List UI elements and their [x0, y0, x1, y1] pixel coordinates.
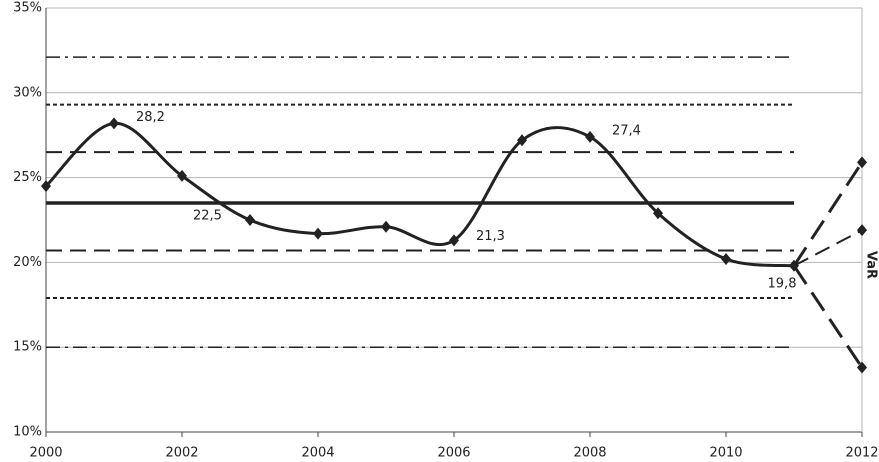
point-marker [653, 207, 663, 220]
x-tick-label: 2000 [29, 446, 62, 461]
projection-line [792, 161, 864, 267]
point-marker [381, 220, 391, 233]
y-tick-label: 25% [13, 170, 42, 185]
point-marker [177, 169, 187, 182]
x-tick-label: 2006 [437, 446, 470, 461]
point-marker [789, 259, 799, 272]
value-label: 19,8 [768, 276, 797, 291]
plot-area [46, 8, 862, 432]
x-tick-label: 2012 [845, 446, 878, 461]
x-tick-label: 2004 [301, 446, 334, 461]
point-marker [585, 130, 595, 143]
x-tick-label: 2002 [165, 446, 198, 461]
y-tick-label: 10% [13, 425, 42, 440]
point-marker [517, 134, 527, 147]
y-tick-label: 35% [13, 1, 42, 16]
projection-marker [857, 156, 867, 169]
point-marker [449, 234, 459, 247]
y-tick-label: 30% [13, 85, 42, 100]
point-marker [109, 117, 119, 130]
value-label: 27,4 [612, 123, 641, 138]
projection-line [792, 264, 864, 369]
point-marker [41, 180, 51, 193]
projection-marker [857, 361, 867, 374]
projection-marker [857, 224, 867, 237]
projection-line [793, 229, 863, 267]
annotation: VaR [864, 251, 879, 279]
y-tick-label: 15% [13, 340, 42, 355]
x-tick-label: 2010 [709, 446, 742, 461]
x-tick-label: 2008 [573, 446, 606, 461]
value-label: 21,3 [476, 229, 505, 244]
value-label: 28,2 [136, 110, 165, 125]
value-label: 22,5 [193, 209, 222, 224]
point-marker [313, 227, 323, 240]
point-marker [245, 214, 255, 226]
point-marker [721, 253, 731, 266]
y-tick-label: 20% [13, 255, 42, 270]
